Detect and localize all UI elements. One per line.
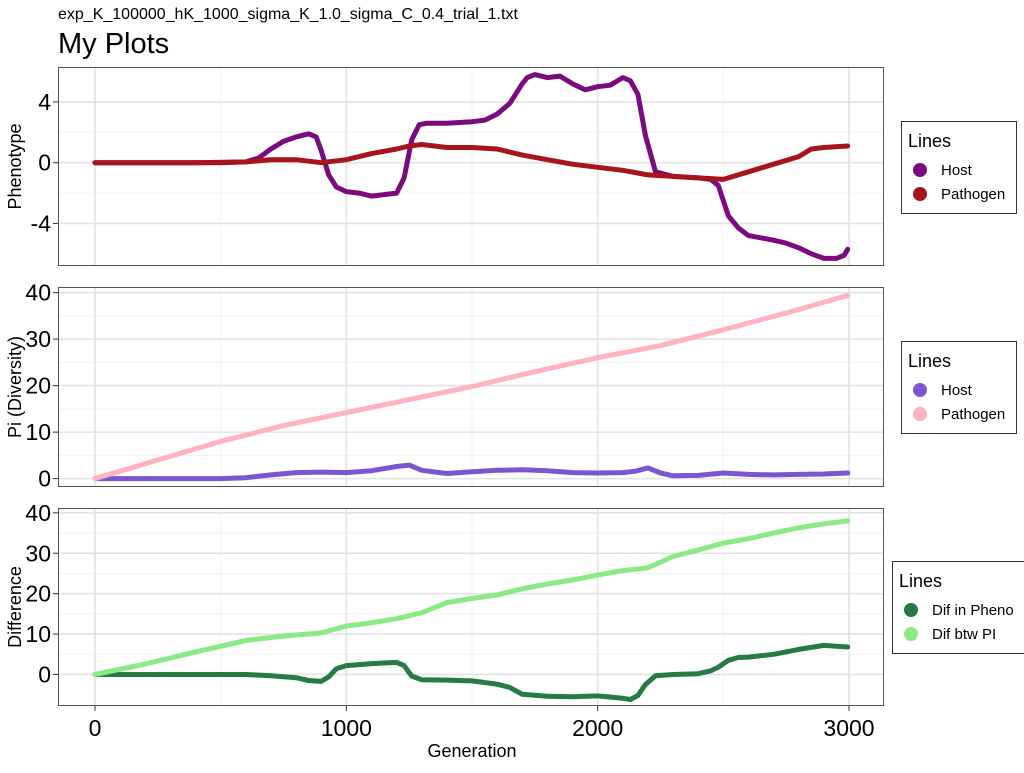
y-tick-label: 0 bbox=[38, 466, 51, 492]
y-axis-label: Difference bbox=[5, 566, 25, 648]
legend-key bbox=[913, 407, 927, 421]
y-tick-label: 4 bbox=[38, 89, 51, 115]
legend-title: Lines bbox=[899, 571, 942, 591]
legend-title: Lines bbox=[908, 351, 951, 371]
y-tick-label: 40 bbox=[25, 280, 51, 306]
legend-label: Dif in Pheno bbox=[932, 602, 1014, 619]
legend: Lines Host Pathogen bbox=[902, 122, 1017, 214]
legend-title: Lines bbox=[908, 131, 951, 151]
y-axis-label: Phenotype bbox=[5, 123, 25, 209]
y-axis-label: Pi (Diversity) bbox=[5, 336, 25, 438]
panel-2: 40 30 20 10 0 Pi (Diversity) Lines Host Pathogen bbox=[5, 280, 1017, 492]
y-tick-label: 10 bbox=[25, 419, 51, 445]
legend-key bbox=[904, 603, 918, 617]
figure-subtitle: exp_K_100000_hK_1000_sigma_K_1.0_sigma_C… bbox=[58, 6, 518, 23]
legend-key bbox=[913, 163, 927, 177]
legend-label: Pathogen bbox=[941, 406, 1005, 423]
y-tick-label: 40 bbox=[25, 500, 51, 526]
y-tick-label: 30 bbox=[25, 540, 51, 566]
panel-1: 4 0 -4 Phenotype Lines Host Pathogen bbox=[5, 67, 1017, 266]
x-tick-label: 1000 bbox=[321, 715, 372, 741]
x-tick-label: 3000 bbox=[823, 715, 874, 741]
x-tick-label: 2000 bbox=[572, 715, 623, 741]
legend: Lines Dif in Pheno Dif btw PI bbox=[893, 562, 1024, 654]
legend-label: Pathogen bbox=[941, 186, 1005, 203]
y-tick-label: 20 bbox=[25, 373, 51, 399]
x-tick-label: 0 bbox=[89, 715, 102, 741]
legend-label: Dif btw PI bbox=[932, 626, 996, 643]
panel-3: 40 30 20 10 0 Difference Lines Dif in Pheno Dif … bbox=[5, 500, 1024, 741]
y-tick-label: 30 bbox=[25, 326, 51, 352]
y-tick-label: -4 bbox=[31, 210, 52, 236]
legend-key bbox=[904, 627, 918, 641]
legend-key bbox=[913, 383, 927, 397]
x-axis-label: Generation bbox=[427, 741, 516, 761]
y-tick-label: 0 bbox=[38, 150, 51, 176]
legend-key bbox=[913, 187, 927, 201]
y-tick-label: 20 bbox=[25, 581, 51, 607]
y-tick-label: 0 bbox=[38, 661, 51, 687]
legend-label: Host bbox=[941, 162, 973, 179]
legend: Lines Host Pathogen bbox=[902, 342, 1017, 434]
figure-title: My Plots bbox=[58, 28, 169, 60]
y-tick-label: 10 bbox=[25, 621, 51, 647]
legend-label: Host bbox=[941, 382, 973, 399]
